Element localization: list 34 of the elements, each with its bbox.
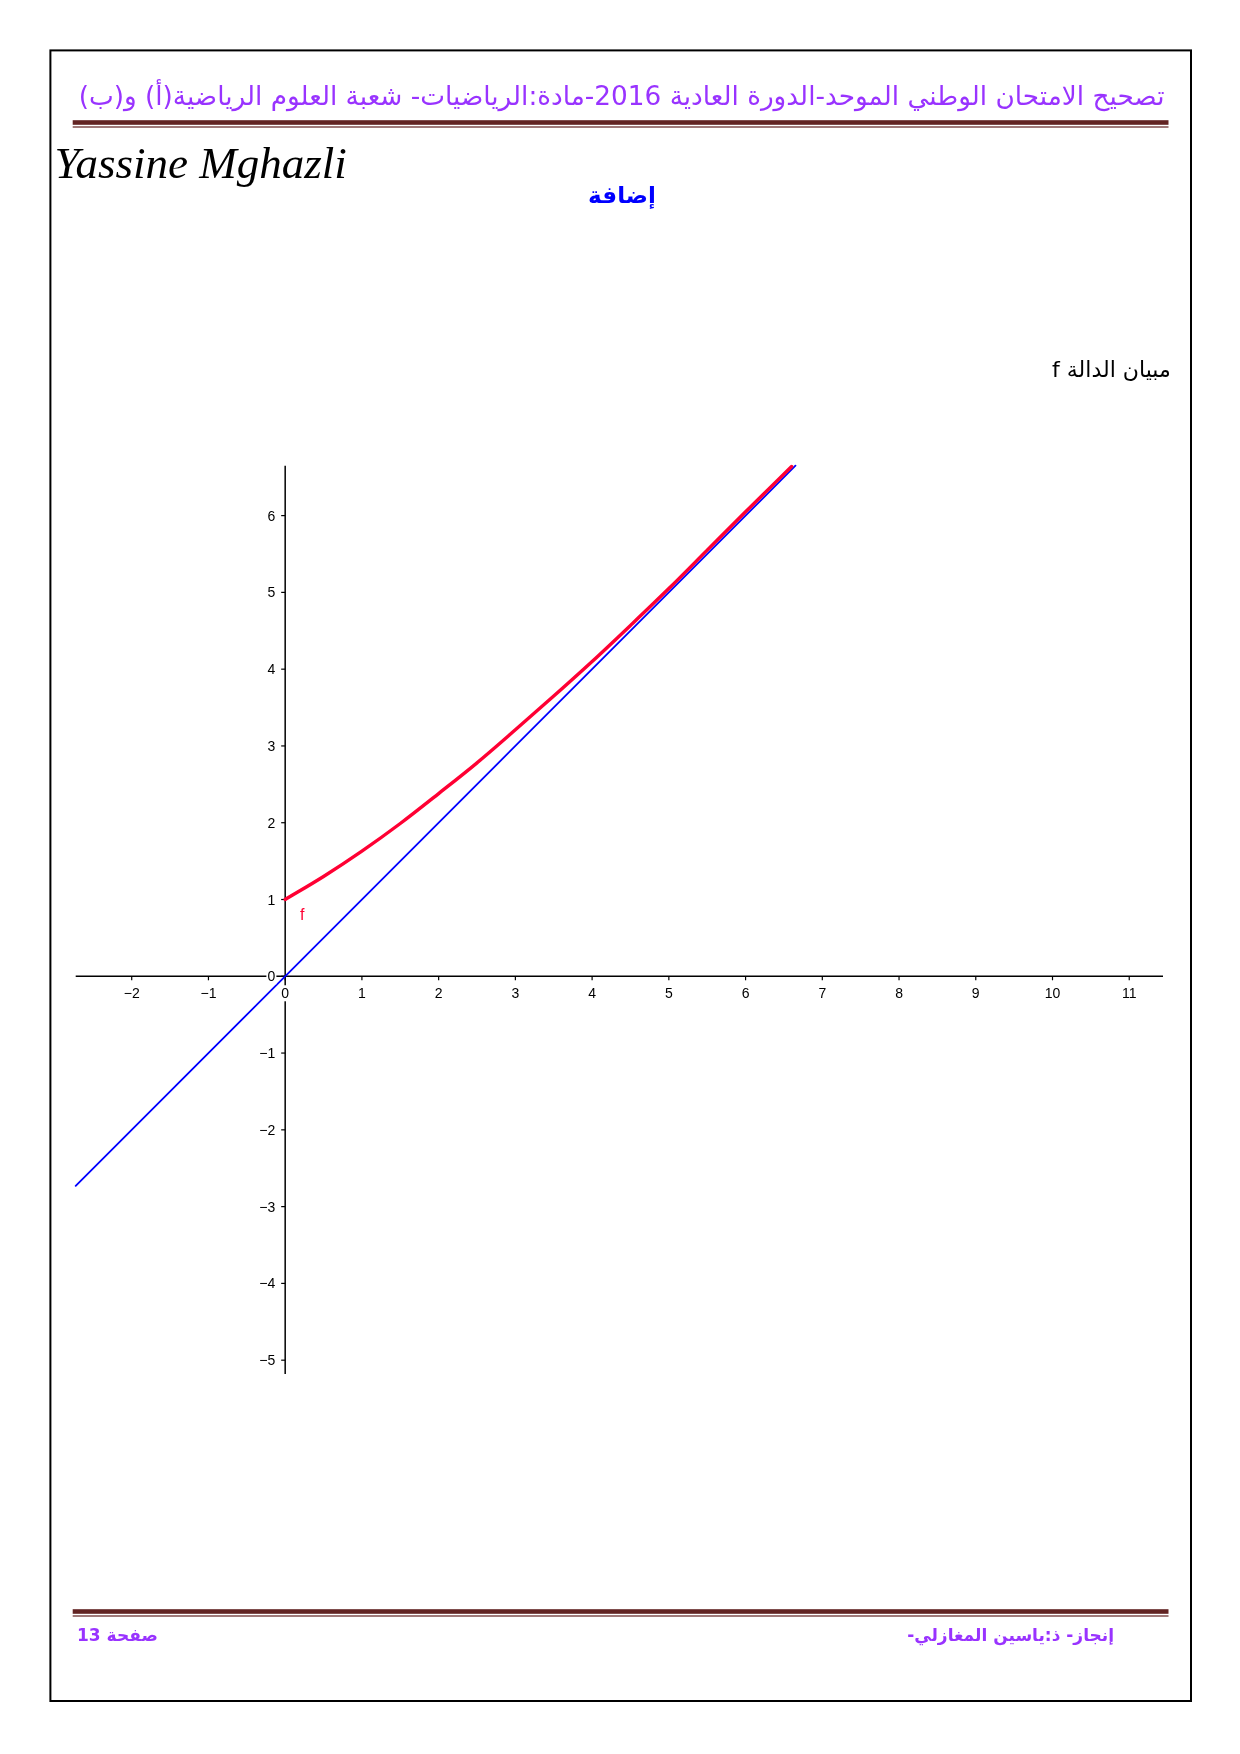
y-tick-label: 1	[267, 891, 276, 908]
x-tick-label: 8	[895, 985, 904, 1002]
y-tick-label: −1	[259, 1045, 276, 1062]
text: إضافة	[588, 181, 656, 208]
line-series	[283, 464, 794, 902]
y-tick-label: −3	[259, 1198, 276, 1215]
y-tick-label: −4	[259, 1275, 276, 1292]
series-label: f	[299, 906, 305, 923]
x-tick-label: 4	[588, 985, 597, 1002]
x-tick-label: −1	[200, 985, 217, 1002]
x-tick-label: 1	[358, 985, 367, 1002]
x-tick-label: 3	[511, 985, 520, 1002]
text: إنجاز- ذ:ياسين المغازلي-	[907, 1624, 1114, 1646]
y-tick-label: −2	[259, 1121, 276, 1138]
chart-title: مبيان الدالة f	[1052, 357, 1171, 383]
y-tick-label: 6	[267, 507, 276, 524]
y-tick-label: 4	[267, 661, 276, 678]
y-tick-label: 5	[267, 584, 276, 601]
y-tick-label: 0	[267, 968, 276, 985]
text: تصحيح الامتحان الوطني الموحد-الدورة العادية 2016-مادة:الرياضيات- شعبة العلوم الرياضية(أ) و(ب)	[78, 80, 1165, 111]
text: صفحة 13	[77, 1624, 158, 1646]
x-tick-label: 10	[1044, 985, 1061, 1002]
x-tick-label: 9	[971, 985, 980, 1002]
x-tick-label: −2	[123, 985, 140, 1002]
x-tick-label: 2	[434, 985, 443, 1002]
x-tick-label: 0	[281, 985, 290, 1002]
x-tick-label: 11	[1121, 985, 1137, 1002]
x-tick-label: 6	[741, 985, 750, 1002]
x-tick-label: 7	[818, 985, 827, 1002]
text: Yassine Mghazli	[54, 138, 347, 190]
y-tick-label: 3	[267, 737, 276, 754]
y-tick-label: 2	[267, 814, 276, 831]
y-tick-label: −5	[259, 1352, 276, 1369]
x-tick-label: 5	[664, 985, 673, 1002]
